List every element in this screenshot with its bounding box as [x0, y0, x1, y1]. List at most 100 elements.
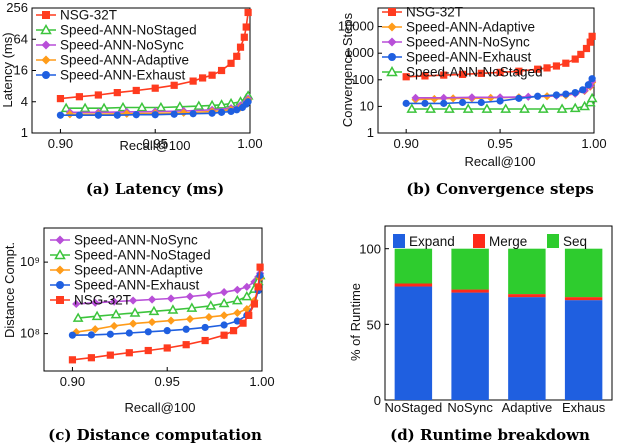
data-point-speed-ann-nostaged	[193, 100, 205, 110]
data-point-speed-ann-exhaust	[163, 327, 171, 335]
bar-seq-nostaged	[394, 248, 433, 284]
x-tick-label: 0.90	[60, 374, 85, 389]
data-point-nsg-32t	[87, 354, 95, 362]
data-point-nsg-32t	[256, 263, 264, 271]
data-point-speed-ann-adaptive	[219, 311, 229, 320]
data-point-nsg-32t	[588, 32, 596, 40]
data-point-nsg-32t	[132, 86, 140, 95]
x-tick-label: NoStaged	[384, 400, 442, 415]
legend-marker	[41, 40, 51, 50]
data-point-speed-ann-nostaged	[110, 308, 122, 319]
data-point-nsg-32t	[56, 94, 65, 103]
panel-b-caption: (b) Convergence steps	[406, 180, 594, 198]
data-point-nsg-32t	[94, 91, 102, 99]
data-point-speed-ann-nostaged	[537, 103, 549, 113]
data-point-nsg-32t	[189, 77, 197, 85]
bar-expand-exhaus	[564, 300, 603, 400]
data-point-speed-ann-nostaged	[186, 302, 198, 312]
x-tick-label: 1.00	[237, 136, 262, 151]
data-point-speed-ann-exhaust	[170, 110, 178, 118]
y-tick-label: 10⁹	[20, 254, 40, 269]
data-point-speed-ann-nostaged	[425, 103, 436, 113]
data-point-nsg-32t	[244, 8, 252, 17]
data-point-speed-ann-nostaged	[586, 92, 598, 103]
x-tick-label: 0.90	[48, 136, 73, 151]
panel-d: 0 50 100 NoStaged NoSync Adaptive Exhaus Expand…	[348, 225, 613, 444]
legend-label: Speed-ANN-Adaptive	[406, 20, 535, 35]
legend-label: Speed-ANN-NoSync	[74, 233, 198, 248]
y-tick-label: 10⁸	[20, 326, 40, 341]
y-tick-label: 256	[6, 0, 28, 15]
data-point-nsg-32t	[125, 349, 133, 357]
data-point-speed-ann-adaptive	[204, 313, 214, 322]
data-point-nsg-32t	[586, 38, 594, 46]
data-point-speed-ann-exhaust	[588, 75, 596, 83]
data-point-speed-ann-nostaged	[500, 103, 512, 113]
panel-c-ylabel: Distance Compt.	[2, 242, 17, 338]
data-point-nsg-32t	[217, 66, 226, 75]
legend-label: NSG-32T	[60, 8, 117, 23]
panel-a-caption: (a) Latency (ms)	[86, 180, 224, 198]
plot-frame	[43, 227, 263, 372]
y-tick-label: 50	[367, 317, 381, 332]
legend-label: Speed-ANN-NoSync	[60, 38, 184, 53]
data-point-speed-ann-exhaust	[244, 98, 252, 106]
data-point-nsg-32t	[440, 71, 448, 79]
bar-expand-adaptive	[508, 297, 546, 400]
legend-label: Speed-ANN-NoStaged	[60, 23, 197, 38]
bar-merge-nosync	[451, 289, 489, 293]
panel-b-xlabel: Recall@100	[464, 154, 535, 169]
data-point-nsg-32t	[239, 319, 247, 327]
data-point-speed-ann-nostaged	[91, 310, 103, 321]
data-point-speed-ann-exhaust	[571, 89, 579, 97]
data-point-speed-ann-exhaust	[552, 91, 561, 99]
data-point-speed-ann-exhaust	[256, 271, 264, 280]
y-tick-label: 0	[374, 393, 381, 408]
y-tick-label: 1	[367, 125, 374, 140]
data-point-speed-ann-exhaust	[151, 111, 159, 119]
data-point-nsg-32t	[182, 341, 190, 349]
data-point-speed-ann-nosync	[91, 298, 100, 307]
legend-label: Speed-ANN-Adaptive	[74, 263, 203, 278]
legend-marker	[387, 22, 397, 32]
panel-d-caption: (d) Runtime breakdown	[390, 426, 590, 444]
data-point-speed-ann-nostaged	[136, 101, 148, 112]
bar-expand-nostaged	[394, 286, 433, 400]
data-point-speed-ann-exhaust	[201, 323, 209, 332]
y-tick-label: 1	[21, 125, 28, 140]
legend-marker	[42, 11, 50, 19]
data-point-speed-ann-nostaged	[519, 103, 530, 113]
panel-a-xlabel: Recall@100	[119, 138, 190, 153]
bar-expand-nosync	[451, 292, 489, 400]
data-point-speed-ann-nosync	[185, 292, 195, 301]
data-point-speed-ann-exhaust	[94, 111, 102, 119]
data-point-speed-ann-exhaust	[534, 92, 542, 100]
data-point-speed-ann-exhaust	[106, 330, 114, 338]
y-tick-label: 10	[360, 98, 374, 113]
data-point-nsg-32t	[421, 72, 429, 80]
data-point-speed-ann-exhaust	[113, 111, 121, 119]
data-point-speed-ann-adaptive	[91, 325, 100, 334]
legend-label: Seq	[563, 234, 587, 249]
x-tick-label: 0.95	[487, 136, 512, 151]
data-point-nsg-32t	[577, 50, 585, 59]
data-point-nsg-32t	[227, 59, 235, 67]
data-point-speed-ann-exhaust	[233, 317, 241, 325]
x-tick-label: 0.90	[394, 136, 419, 151]
data-point-nsg-32t	[199, 74, 207, 82]
plot-frame	[384, 225, 613, 401]
data-point-nsg-32t	[75, 93, 83, 101]
data-point-speed-ann-nostaged	[218, 297, 230, 308]
legend-marker	[386, 65, 398, 77]
legend-marker	[54, 248, 66, 260]
legend-label: NSG-32T	[406, 5, 463, 20]
data-point-speed-ann-nosync	[219, 288, 229, 297]
legend-label: Expand	[409, 234, 455, 249]
data-point-speed-ann-exhaust	[440, 99, 448, 107]
y-tick-label: 1000	[345, 45, 374, 60]
legend-marker	[56, 296, 64, 304]
data-point-speed-ann-exhaust	[217, 108, 226, 116]
data-point-speed-ann-nosync	[147, 295, 157, 304]
data-point-speed-ann-nosync	[495, 93, 505, 102]
